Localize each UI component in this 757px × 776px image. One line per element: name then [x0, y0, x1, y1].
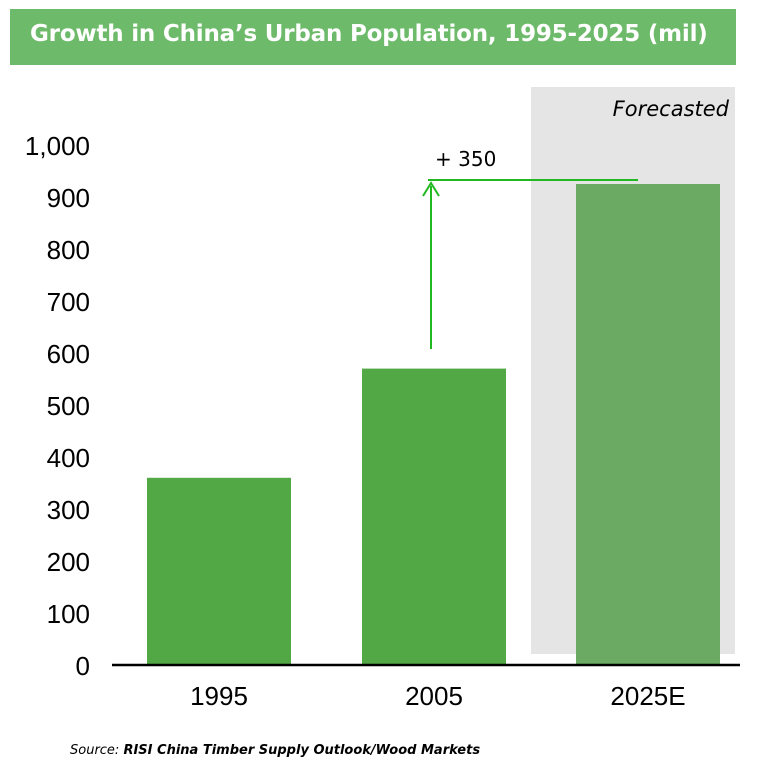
y-tick-label: 1,000 [25, 131, 90, 161]
y-tick-label: 700 [47, 287, 90, 317]
growth-arrow-head [422, 181, 440, 197]
y-tick-label: 300 [47, 495, 90, 525]
title-banner: Growth in China’s Urban Population, 1995… [10, 9, 736, 65]
bar-1995 [147, 477, 291, 665]
y-tick-label: 900 [47, 183, 90, 213]
chart-title: Growth in China’s Urban Population, 1995… [30, 21, 708, 47]
x-tick-label: 1995 [190, 681, 248, 711]
y-tick-label: 600 [47, 339, 90, 369]
source-prefix: Source: [70, 743, 124, 758]
bar-2005 [362, 368, 506, 665]
source-note: Source: RISI China Timber Supply Outlook… [70, 743, 480, 758]
y-tick-label: 0 [76, 651, 90, 681]
y-tick-label: 100 [47, 599, 90, 629]
y-tick-label: 500 [47, 391, 90, 421]
y-tick-label: 400 [47, 443, 90, 473]
forecast-label: Forecasted [613, 97, 730, 121]
y-tick-label: 800 [47, 235, 90, 265]
y-tick-label: 200 [47, 547, 90, 577]
x-tick-label: 2025E [610, 681, 685, 711]
source-text: RISI China Timber Supply Outlook/Wood Ma… [123, 743, 481, 758]
growth-annotation: + 350 [435, 147, 496, 171]
bar-2025e [576, 184, 720, 665]
x-tick-label: 2005 [405, 681, 463, 711]
